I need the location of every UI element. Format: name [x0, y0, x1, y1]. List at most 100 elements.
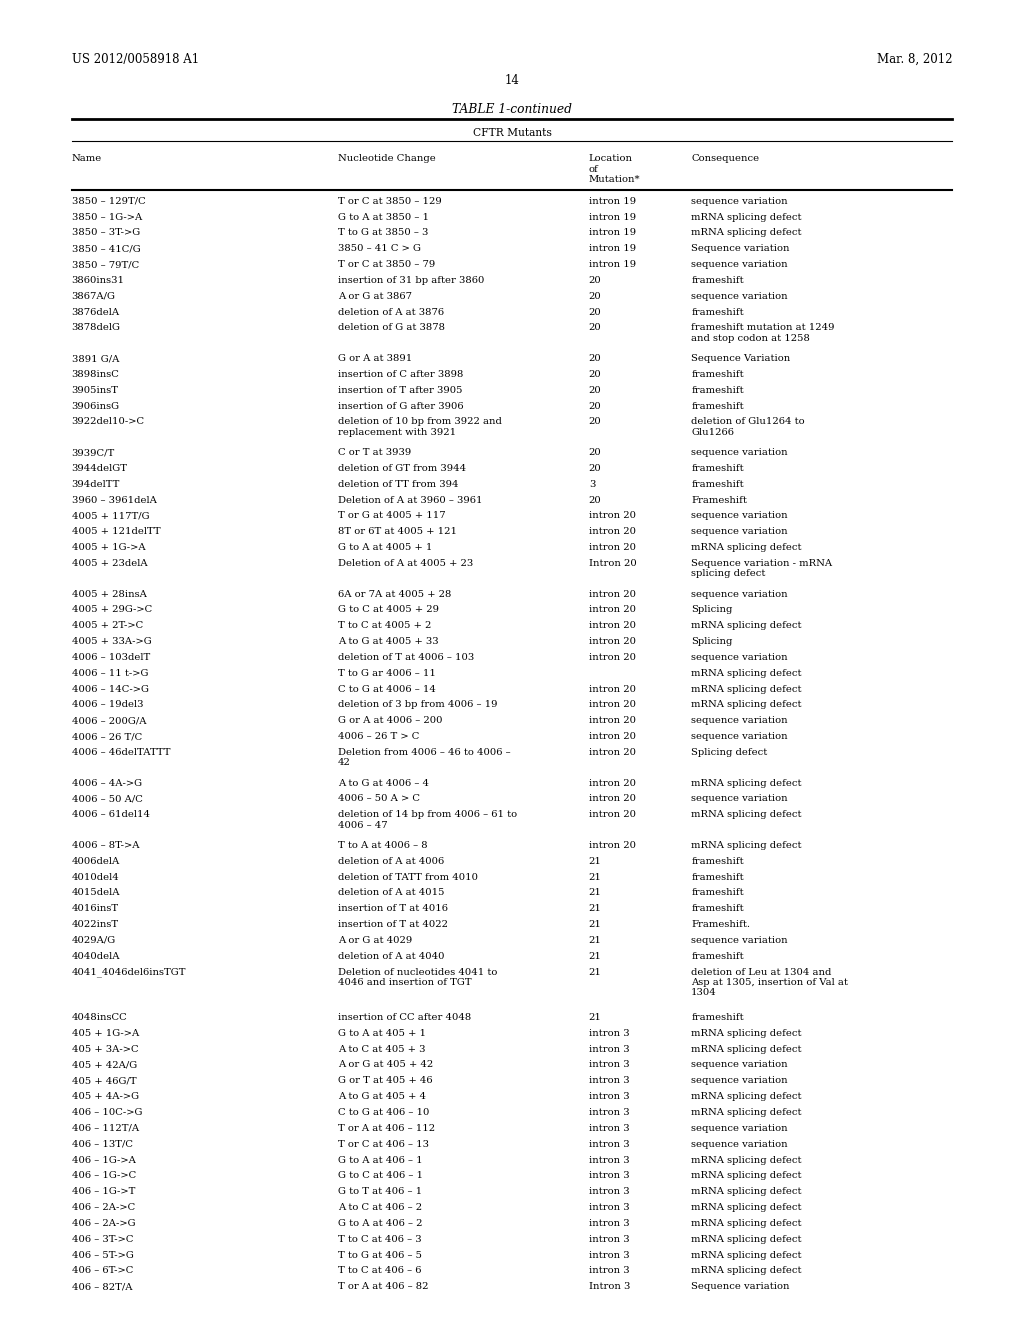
Text: intron 3: intron 3: [589, 1076, 630, 1085]
Text: G to A at 406 – 1: G to A at 406 – 1: [338, 1155, 423, 1164]
Text: mRNA splicing defect: mRNA splicing defect: [691, 213, 802, 222]
Text: 3891 G/A: 3891 G/A: [72, 354, 119, 363]
Text: sequence variation: sequence variation: [691, 936, 787, 945]
Text: sequence variation: sequence variation: [691, 1123, 787, 1133]
Text: 4022insT: 4022insT: [72, 920, 119, 929]
Text: frameshift: frameshift: [691, 401, 743, 411]
Text: 3850 – 79T/C: 3850 – 79T/C: [72, 260, 139, 269]
Text: sequence variation: sequence variation: [691, 717, 787, 725]
Text: 3906insG: 3906insG: [72, 401, 120, 411]
Text: intron 20: intron 20: [589, 795, 636, 804]
Text: Intron 20: Intron 20: [589, 558, 637, 568]
Text: 405 + 3A->C: 405 + 3A->C: [72, 1044, 138, 1053]
Text: T or C at 3850 – 129: T or C at 3850 – 129: [338, 197, 441, 206]
Text: deletion of 14 bp from 4006 – 61 to
4006 – 47: deletion of 14 bp from 4006 – 61 to 4006…: [338, 810, 517, 829]
Text: frameshift: frameshift: [691, 904, 743, 913]
Text: 3850 – 3T->G: 3850 – 3T->G: [72, 228, 140, 238]
Text: intron 20: intron 20: [589, 590, 636, 598]
Text: G to C at 4005 + 29: G to C at 4005 + 29: [338, 606, 439, 614]
Text: C to G at 4006 – 14: C to G at 4006 – 14: [338, 685, 436, 693]
Text: 20: 20: [589, 292, 601, 301]
Text: mRNA splicing defect: mRNA splicing defect: [691, 1266, 802, 1275]
Text: 4006 – 200G/A: 4006 – 200G/A: [72, 717, 146, 725]
Text: 14: 14: [505, 74, 519, 87]
Text: mRNA splicing defect: mRNA splicing defect: [691, 841, 802, 850]
Text: 3867A/G: 3867A/G: [72, 292, 116, 301]
Text: frameshift: frameshift: [691, 479, 743, 488]
Text: 3922del10->C: 3922del10->C: [72, 417, 144, 426]
Text: 4006 – 26 T/C: 4006 – 26 T/C: [72, 733, 142, 741]
Text: 4048insCC: 4048insCC: [72, 1012, 127, 1022]
Text: A or G at 4029: A or G at 4029: [338, 936, 413, 945]
Text: mRNA splicing defect: mRNA splicing defect: [691, 779, 802, 788]
Text: 406 – 2A->G: 406 – 2A->G: [72, 1218, 135, 1228]
Text: intron 3: intron 3: [589, 1123, 630, 1133]
Text: mRNA splicing defect: mRNA splicing defect: [691, 701, 802, 709]
Text: mRNA splicing defect: mRNA splicing defect: [691, 622, 802, 630]
Text: deletion of A at 3876: deletion of A at 3876: [338, 308, 444, 317]
Text: insertion of T after 3905: insertion of T after 3905: [338, 385, 463, 395]
Text: Frameshift: Frameshift: [691, 495, 748, 504]
Text: 20: 20: [589, 495, 601, 504]
Text: 4015delA: 4015delA: [72, 888, 120, 898]
Text: 21: 21: [589, 857, 602, 866]
Text: 4006 – 4A->G: 4006 – 4A->G: [72, 779, 141, 788]
Text: 394delTT: 394delTT: [72, 479, 120, 488]
Text: intron 20: intron 20: [589, 653, 636, 661]
Text: A to C at 405 + 3: A to C at 405 + 3: [338, 1044, 425, 1053]
Text: 4005 + 1G->A: 4005 + 1G->A: [72, 543, 145, 552]
Text: intron 3: intron 3: [589, 1250, 630, 1259]
Text: Nucleotide Change: Nucleotide Change: [338, 154, 435, 164]
Text: Splicing defect: Splicing defect: [691, 748, 767, 756]
Text: 4006 – 50 A/C: 4006 – 50 A/C: [72, 795, 142, 804]
Text: 4005 + 29G->C: 4005 + 29G->C: [72, 606, 152, 614]
Text: 4029A/G: 4029A/G: [72, 936, 116, 945]
Text: mRNA splicing defect: mRNA splicing defect: [691, 1092, 802, 1101]
Text: C or T at 3939: C or T at 3939: [338, 447, 412, 457]
Text: TABLE 1-continued: TABLE 1-continued: [452, 103, 572, 116]
Text: 3905insT: 3905insT: [72, 385, 119, 395]
Text: T or C at 3850 – 79: T or C at 3850 – 79: [338, 260, 435, 269]
Text: 4041_4046del6insTGT: 4041_4046del6insTGT: [72, 968, 186, 977]
Text: T to G at 3850 – 3: T to G at 3850 – 3: [338, 228, 428, 238]
Text: G to A at 405 + 1: G to A at 405 + 1: [338, 1028, 426, 1038]
Text: mRNA splicing defect: mRNA splicing defect: [691, 669, 802, 677]
Text: 3876delA: 3876delA: [72, 308, 120, 317]
Text: G to T at 406 – 1: G to T at 406 – 1: [338, 1187, 422, 1196]
Text: 406 – 82T/A: 406 – 82T/A: [72, 1282, 132, 1291]
Text: T to C at 406 – 6: T to C at 406 – 6: [338, 1266, 422, 1275]
Text: 4006 – 26 T > C: 4006 – 26 T > C: [338, 733, 419, 741]
Text: 4005 + 28insA: 4005 + 28insA: [72, 590, 146, 598]
Text: 3850 – 41C/G: 3850 – 41C/G: [72, 244, 140, 253]
Text: 406 – 6T->C: 406 – 6T->C: [72, 1266, 133, 1275]
Text: mRNA splicing defect: mRNA splicing defect: [691, 1028, 802, 1038]
Text: 406 – 10C->G: 406 – 10C->G: [72, 1107, 142, 1117]
Text: mRNA splicing defect: mRNA splicing defect: [691, 228, 802, 238]
Text: deletion of TATT from 4010: deletion of TATT from 4010: [338, 873, 478, 882]
Text: frameshift: frameshift: [691, 385, 743, 395]
Text: intron 3: intron 3: [589, 1187, 630, 1196]
Text: mRNA splicing defect: mRNA splicing defect: [691, 543, 802, 552]
Text: 3850 – 129T/C: 3850 – 129T/C: [72, 197, 145, 206]
Text: insertion of C after 3898: insertion of C after 3898: [338, 370, 463, 379]
Text: Sequence variation: Sequence variation: [691, 244, 790, 253]
Text: 406 – 5T->G: 406 – 5T->G: [72, 1250, 133, 1259]
Text: frameshift mutation at 1249
and stop codon at 1258: frameshift mutation at 1249 and stop cod…: [691, 323, 835, 343]
Text: Mar. 8, 2012: Mar. 8, 2012: [877, 53, 952, 66]
Text: 3: 3: [589, 479, 595, 488]
Text: sequence variation: sequence variation: [691, 511, 787, 520]
Text: 4006 – 61del14: 4006 – 61del14: [72, 810, 150, 820]
Text: 4005 + 23delA: 4005 + 23delA: [72, 558, 147, 568]
Text: 405 + 1G->A: 405 + 1G->A: [72, 1028, 139, 1038]
Text: intron 3: intron 3: [589, 1044, 630, 1053]
Text: mRNA splicing defect: mRNA splicing defect: [691, 1187, 802, 1196]
Text: sequence variation: sequence variation: [691, 197, 787, 206]
Text: insertion of G after 3906: insertion of G after 3906: [338, 401, 464, 411]
Text: intron 3: intron 3: [589, 1218, 630, 1228]
Text: sequence variation: sequence variation: [691, 447, 787, 457]
Text: 3898insC: 3898insC: [72, 370, 120, 379]
Text: A or G at 3867: A or G at 3867: [338, 292, 412, 301]
Text: intron 3: intron 3: [589, 1171, 630, 1180]
Text: intron 19: intron 19: [589, 213, 636, 222]
Text: Sequence variation: Sequence variation: [691, 1282, 790, 1291]
